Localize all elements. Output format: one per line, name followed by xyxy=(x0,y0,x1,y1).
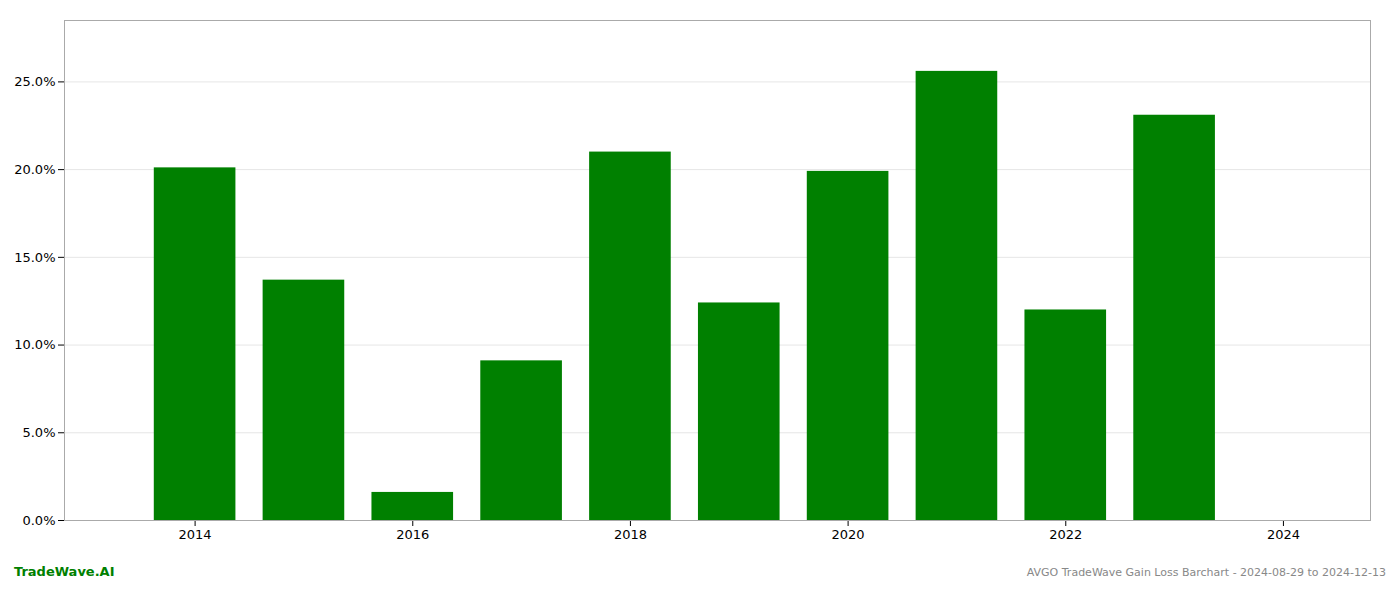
svg-text:2020: 2020 xyxy=(832,527,865,542)
svg-text:2014: 2014 xyxy=(179,527,212,542)
svg-text:15.0%: 15.0% xyxy=(14,250,55,265)
svg-text:2022: 2022 xyxy=(1049,527,1082,542)
svg-text:25.0%: 25.0% xyxy=(14,74,55,89)
svg-text:5.0%: 5.0% xyxy=(22,425,55,440)
svg-text:2018: 2018 xyxy=(614,527,647,542)
svg-text:10.0%: 10.0% xyxy=(14,337,55,352)
svg-text:20.0%: 20.0% xyxy=(14,162,55,177)
html-text:TradeWave.AI: TradeWave.AI xyxy=(14,564,115,579)
svg-text:2016: 2016 xyxy=(396,527,429,542)
html-text:AVGO TradeWave Gain Loss Barch: AVGO TradeWave Gain Loss Barchart - 2024… xyxy=(1026,566,1386,579)
svg-text:2024: 2024 xyxy=(1267,527,1300,542)
svg-text:0.0%: 0.0% xyxy=(22,513,55,528)
